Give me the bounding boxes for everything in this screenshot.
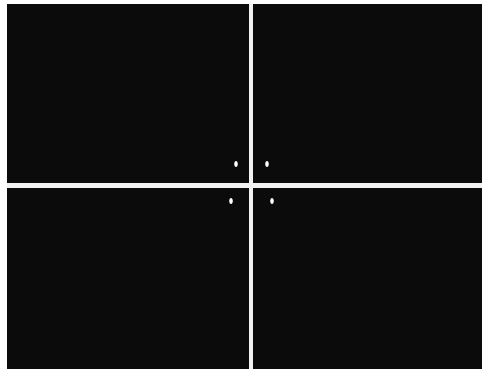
- spot: [270, 198, 274, 204]
- image: [0, 0, 486, 371]
- horizontal-line: [7, 183, 482, 188]
- vertical-line: [249, 4, 253, 369]
- spot: [234, 161, 238, 167]
- spot: [229, 198, 233, 204]
- spot: [265, 161, 269, 167]
